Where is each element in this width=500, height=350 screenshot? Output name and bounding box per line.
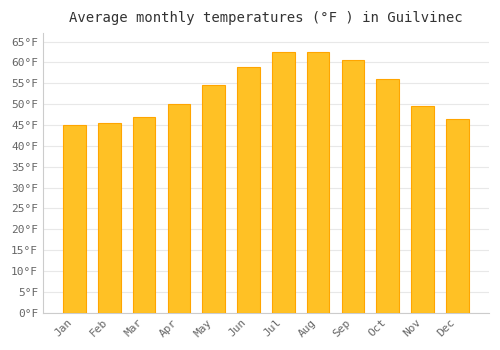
Title: Average monthly temperatures (°F ) in Guilvinec: Average monthly temperatures (°F ) in Gu… — [69, 11, 462, 25]
Bar — [98, 123, 120, 313]
Bar — [307, 52, 330, 313]
Bar — [411, 106, 434, 313]
Bar — [376, 79, 399, 313]
Bar — [342, 60, 364, 313]
Bar — [446, 119, 468, 313]
Bar — [63, 125, 86, 313]
Bar — [237, 66, 260, 313]
Bar — [272, 52, 294, 313]
Bar — [168, 104, 190, 313]
Bar — [202, 85, 225, 313]
Bar — [133, 117, 156, 313]
